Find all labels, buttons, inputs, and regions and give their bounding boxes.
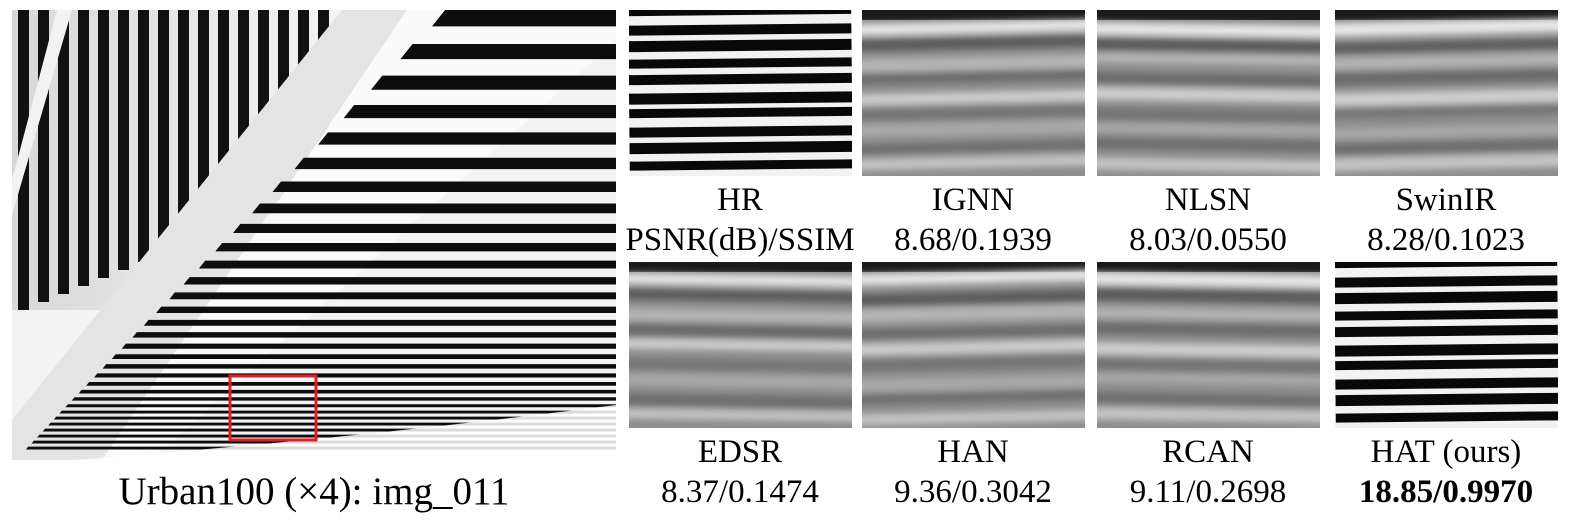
patch-han: [862, 262, 1085, 428]
patch-label-rcan: RCAN: [1162, 434, 1254, 470]
patch-metric-hr: PSNR(dB)/SSIM: [625, 222, 855, 258]
main-image-urban100: [12, 10, 616, 460]
patch-metric-ignn: 8.68/0.1939: [894, 222, 1052, 258]
patch-metric-edsr: 8.37/0.1474: [661, 474, 819, 510]
patch-hat: [1335, 262, 1558, 428]
highlight-box: [228, 374, 318, 442]
patch-ignn: [862, 10, 1085, 176]
patch-label-nlsn: NLSN: [1164, 182, 1252, 218]
patch-metric-rcan: 9.11/0.2698: [1129, 474, 1287, 510]
patch-metric-nlsn: 8.03/0.0550: [1129, 222, 1287, 258]
building-facade-graphic: [12, 10, 616, 460]
patch-swinir: [1335, 10, 1558, 176]
patch-metric-han: 9.36/0.3042: [894, 474, 1052, 510]
patch-nlsn: [1097, 10, 1320, 176]
patch-label-swinir: SwinIR: [1395, 182, 1497, 218]
patch-label-edsr: EDSR: [697, 434, 783, 470]
main-caption: Urban100 (×4): img_011: [118, 470, 510, 513]
patch-label-han: HAN: [937, 434, 1009, 470]
patch-metric-swinir: 8.28/0.1023: [1367, 222, 1525, 258]
patch-label-hat: HAT (ours): [1370, 434, 1522, 470]
patch-label-hr: HR: [717, 182, 763, 218]
patch-edsr: [629, 262, 852, 428]
patch-rcan: [1097, 262, 1320, 428]
patch-metric-hat: 18.85/0.9970: [1358, 474, 1534, 510]
patch-label-ignn: IGNN: [931, 182, 1015, 218]
patch-hr: [629, 10, 852, 176]
